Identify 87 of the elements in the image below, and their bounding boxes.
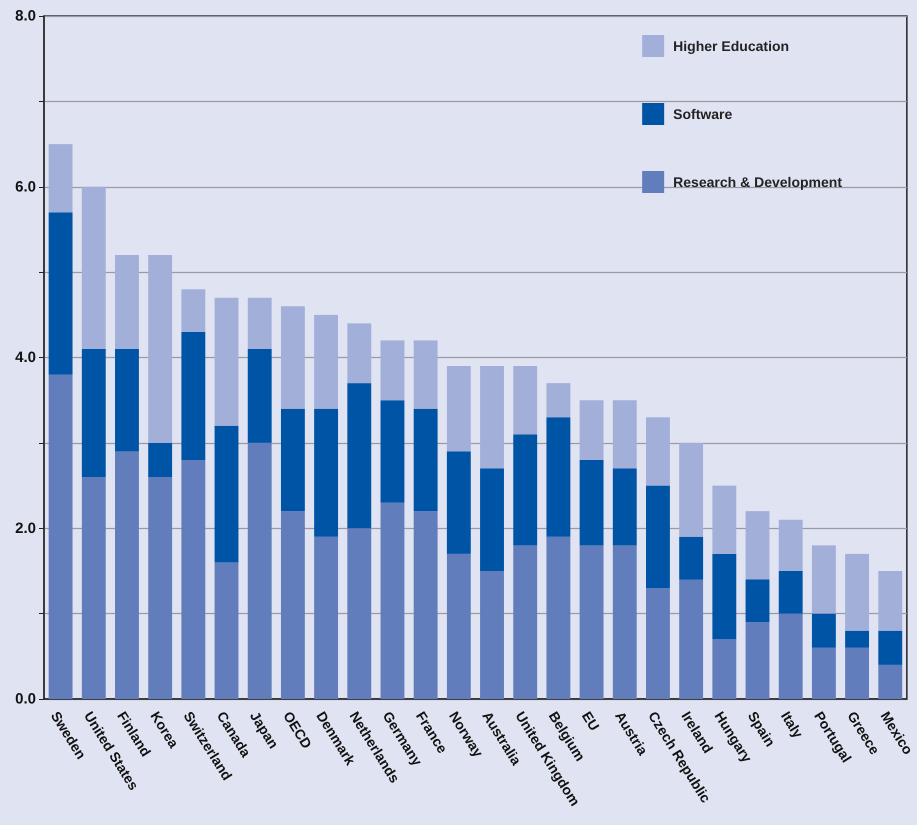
bar <box>812 648 836 699</box>
bar <box>248 348 272 443</box>
bar <box>646 588 670 699</box>
bar <box>746 579 770 622</box>
legend-label: Research & Development <box>673 174 842 190</box>
y-tick-label: 0.0 <box>15 690 36 708</box>
bar <box>580 400 604 460</box>
bar <box>48 212 73 375</box>
bar <box>82 348 106 478</box>
y-tick-label: 8.0 <box>15 8 36 24</box>
bar <box>778 614 803 699</box>
bar <box>148 477 172 699</box>
bar <box>878 630 902 665</box>
bar <box>679 579 704 699</box>
bar <box>115 255 139 349</box>
bar <box>347 383 372 528</box>
bar <box>414 340 438 409</box>
bar <box>513 434 538 546</box>
bar <box>48 144 73 212</box>
bar <box>746 622 770 699</box>
bar <box>546 536 570 699</box>
bar <box>712 486 736 554</box>
bar <box>214 562 238 699</box>
bar <box>513 545 538 699</box>
bar <box>181 460 206 699</box>
bar <box>248 298 272 349</box>
bar <box>314 408 338 537</box>
bar <box>148 255 172 443</box>
bar <box>380 340 404 400</box>
bar <box>712 639 736 699</box>
bar <box>248 442 272 699</box>
bar <box>812 545 836 614</box>
bar <box>446 451 471 554</box>
bar <box>414 408 438 512</box>
bar <box>646 486 670 588</box>
bar <box>380 502 404 699</box>
bar <box>778 520 803 571</box>
bar <box>280 306 305 409</box>
bar <box>878 664 902 699</box>
bar <box>679 536 704 580</box>
bar <box>612 400 637 468</box>
bar <box>347 323 372 384</box>
bar <box>612 545 637 699</box>
bar <box>82 186 106 349</box>
legend-label: Higher Education <box>673 38 790 54</box>
bar <box>513 366 538 434</box>
bar <box>347 528 372 699</box>
bar <box>845 648 870 699</box>
bar <box>845 554 870 631</box>
bar <box>314 536 338 699</box>
bar <box>280 511 305 699</box>
bar <box>82 477 106 699</box>
bar <box>148 442 172 478</box>
bar <box>580 460 604 546</box>
bar <box>812 614 836 648</box>
bar <box>580 545 604 699</box>
bar <box>480 468 504 571</box>
bar <box>878 570 902 631</box>
bar <box>48 374 73 699</box>
y-tick-label: 4.0 <box>15 349 36 366</box>
bar <box>446 366 471 452</box>
legend-label: Software <box>673 106 732 122</box>
bar <box>115 451 139 699</box>
bar <box>280 408 305 512</box>
bar <box>746 511 770 580</box>
bar <box>380 400 404 503</box>
x-tick-label: EU <box>578 708 603 734</box>
bar <box>480 366 504 468</box>
bar <box>612 468 637 546</box>
bar <box>778 570 803 614</box>
bar <box>446 554 471 699</box>
bar <box>646 417 670 486</box>
bar <box>546 383 570 418</box>
bar <box>845 630 870 648</box>
bar <box>214 426 238 562</box>
bar <box>546 417 570 537</box>
bar <box>314 314 338 409</box>
bar <box>480 570 504 699</box>
bar <box>115 348 139 452</box>
bar <box>181 332 206 460</box>
bar <box>414 511 438 699</box>
y-tick-label: 6.0 <box>15 178 36 196</box>
bar <box>679 442 704 537</box>
bar <box>214 298 238 426</box>
bar <box>712 554 736 640</box>
bar <box>181 289 206 332</box>
y-tick-label: 2.0 <box>15 520 36 537</box>
